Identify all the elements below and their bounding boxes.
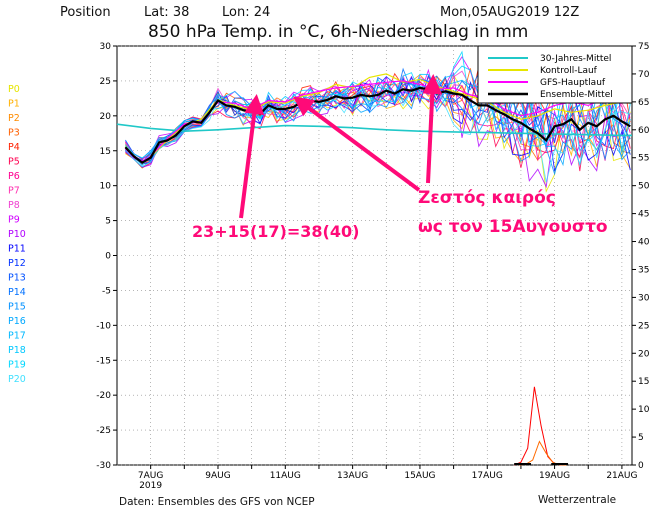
- y-axis-left: -30 -25 -20 -15 -10 -5 0 5 10 15 20 25 30: [96, 42, 117, 471]
- arrow-to-peak-9aug: [239, 94, 265, 219]
- ensemble-label: P0: [8, 84, 20, 95]
- y-tick-label: -15: [96, 356, 111, 366]
- legend: 30-Jahres-Mittel Kontroll-Lauf GFS-Haupt…: [477, 45, 633, 104]
- x-tick-label: 17AUG: [472, 471, 503, 481]
- lat-label: Lat: 38: [144, 5, 189, 20]
- y2-tick-label: 45: [638, 210, 649, 220]
- x-tick-label: 15AUG: [404, 471, 435, 481]
- legend-label-mean: Ensemble-Mittel: [540, 90, 613, 100]
- y-tick-label: -30: [96, 461, 111, 471]
- ensemble-label: P13: [8, 273, 26, 284]
- y2-tick-label: 70: [638, 70, 650, 80]
- arrow-to-15aug: [422, 74, 443, 184]
- ensemble-label: P5: [8, 157, 20, 168]
- y-tick-label: 15: [100, 147, 111, 157]
- ensemble-label: P16: [8, 316, 26, 327]
- series-lines: [116, 73, 632, 165]
- x-tick-label: 7AUG: [138, 471, 163, 481]
- y2-tick-label: 55: [638, 154, 649, 164]
- ensemble-label: P18: [8, 345, 26, 356]
- y-tick-label: -5: [102, 286, 111, 296]
- y2-tick-label: 10: [638, 405, 650, 415]
- y2-tick-label: 25: [638, 321, 649, 331]
- y-tick-label: -25: [96, 426, 111, 436]
- y-tick-label: -10: [96, 321, 111, 331]
- y-tick-label: 5: [105, 217, 111, 227]
- annotation-hot-weather: Ζεστός καιρός: [418, 188, 556, 208]
- arrow-to-11aug: [293, 96, 421, 192]
- ensemble-label: P14: [8, 287, 26, 298]
- ensemble-label: P1: [8, 99, 20, 110]
- annotation-temperature-sum: 23+15(17)=38(40): [192, 222, 359, 241]
- ensemble-label: P4: [8, 142, 20, 153]
- ensemble-member-line: [125, 64, 631, 159]
- chart-title: 850 hPa Temp. in °C, 6h-Niederschlag in …: [148, 22, 528, 42]
- y2-tick-label: 15: [638, 377, 649, 387]
- ensemble-member-line: [125, 65, 631, 163]
- ensemble-member-labels: P0 P1 P2 P3 P4 P5 P6 P7 P8 P9 P10 P11 P12 P13 P14 P15 P1…: [8, 84, 26, 385]
- annotation-arrows: [239, 74, 443, 219]
- y-tick-label: 0: [105, 252, 111, 262]
- x-tick-label: 11AUG: [270, 471, 301, 481]
- legend-label-gfs: GFS-Hauptlauf: [540, 78, 606, 88]
- ensemble-label: P15: [8, 302, 26, 313]
- run-date-label: Mon,05AUG2019 12Z: [440, 5, 579, 20]
- x-tick-label: 21AUG: [606, 471, 637, 481]
- x-tick-year: 2019: [139, 481, 162, 491]
- y2-tick-label: 0: [638, 461, 644, 471]
- legend-label-control: Kontroll-Lauf: [540, 66, 598, 76]
- y2-tick-label: 40: [638, 238, 650, 248]
- y-tick-label: 25: [100, 77, 111, 87]
- y2-tick-label: 30: [638, 293, 650, 303]
- y2-tick-label: 75: [638, 42, 649, 52]
- ensemble-label: P8: [8, 200, 20, 211]
- y2-tick-label: 50: [638, 182, 650, 192]
- ensemble-label: P10: [8, 229, 26, 240]
- x-tick-label: 9AUG: [205, 471, 230, 481]
- y2-tick-label: 65: [638, 98, 649, 108]
- brand-label: Wetterzentrale: [538, 494, 616, 506]
- y2-tick-label: 20: [638, 349, 650, 359]
- ensemble-label: P6: [8, 171, 20, 182]
- ensemble-label: P7: [8, 186, 20, 197]
- ensemble-label: P12: [8, 258, 26, 269]
- series-line-ensemble-mittel: [124, 86, 631, 164]
- ensemble-member-line: [125, 78, 631, 176]
- x-tick-label: 19AUG: [539, 471, 570, 481]
- y2-tick-label: 5: [638, 433, 644, 443]
- lon-label: Lon: 24: [222, 5, 270, 20]
- y-tick-label: 30: [100, 42, 112, 52]
- ensemble-label: P20: [8, 374, 26, 385]
- y-tick-label: 20: [100, 112, 112, 122]
- ensemble-label: P19: [8, 360, 26, 371]
- y-axis-right: 0 5 10 15 20 25 30 35 40 45 50 55 60 65 70 75: [632, 42, 650, 471]
- ensemble-label: P11: [8, 244, 26, 255]
- y-tick-label: -20: [96, 391, 111, 401]
- y2-tick-label: 60: [638, 126, 650, 136]
- ensemble-member-line: [125, 83, 631, 183]
- ensemble-label: P17: [8, 331, 26, 342]
- y-tick-label: 10: [100, 182, 112, 192]
- position-label: Position: [60, 5, 111, 20]
- annotation-until-15aug: ως τον 15Αυγουστο: [418, 217, 608, 237]
- precipitation-bars: [514, 386, 569, 466]
- legend-label-30yr: 30-Jahres-Mittel: [540, 54, 611, 64]
- ensemble-label: P3: [8, 128, 20, 139]
- y2-tick-label: 35: [638, 265, 649, 275]
- x-tick-label: 13AUG: [337, 471, 368, 481]
- series-line-30-jahres-mittel: [116, 123, 632, 137]
- data-source-label: Daten: Ensembles des GFS von NCEP: [119, 496, 315, 508]
- ensemble-label: P2: [8, 113, 20, 124]
- ensemble-label: P9: [8, 215, 20, 226]
